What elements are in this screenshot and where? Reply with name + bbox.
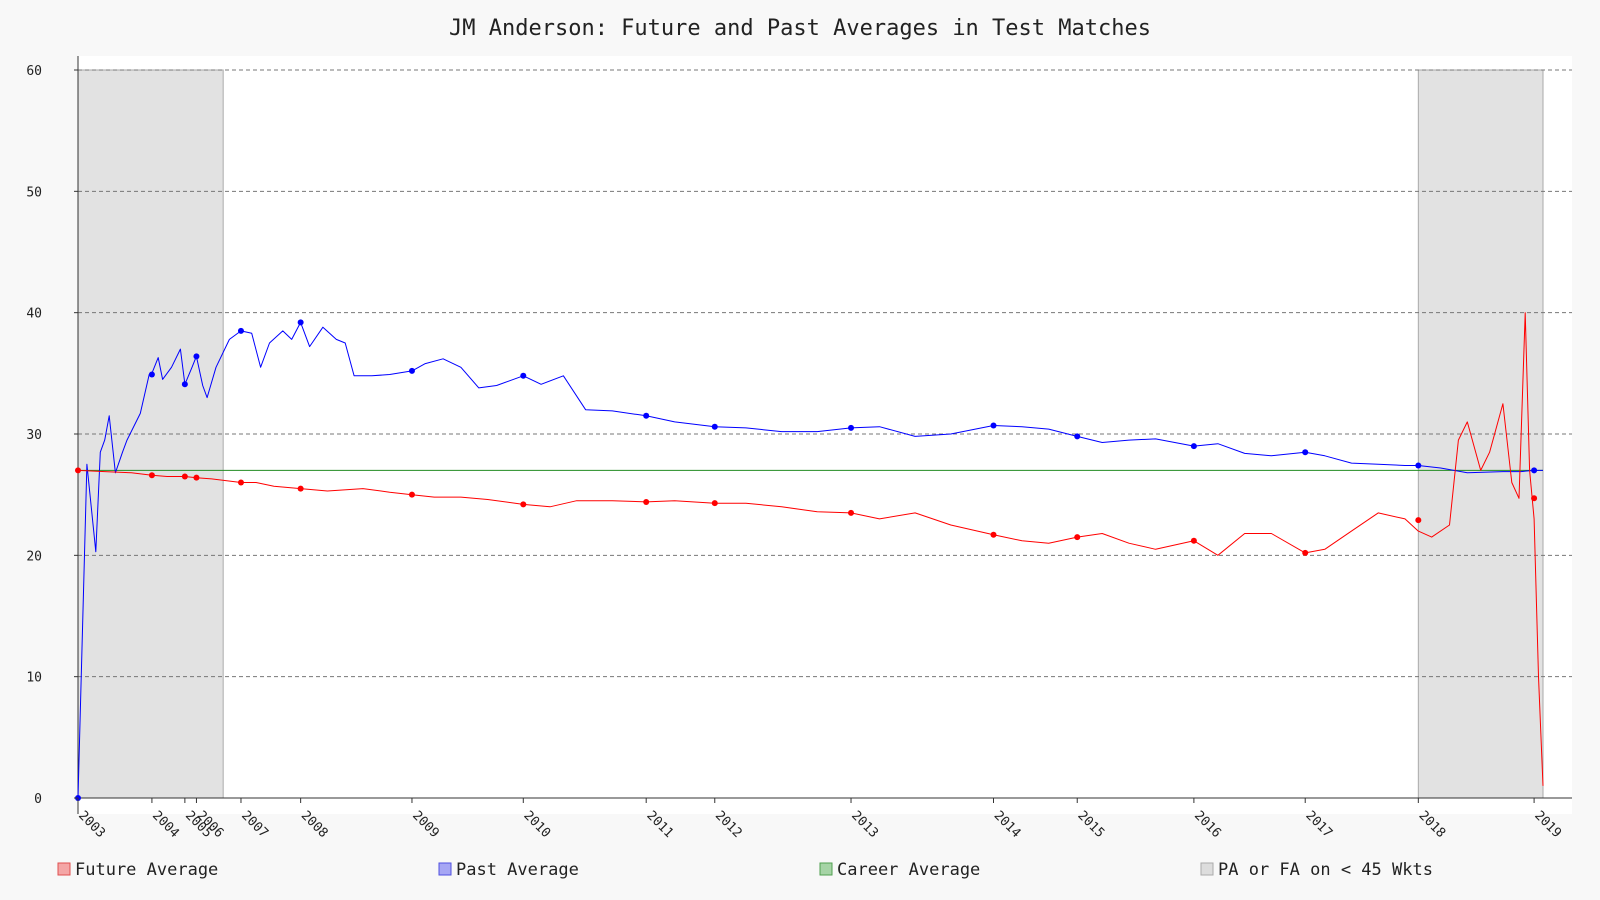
- axes: [77, 56, 1572, 814]
- y-tick-label-40: 40: [26, 307, 42, 322]
- marker-past-average-8: [520, 372, 527, 379]
- legend-swatch-future-average: [57, 862, 71, 876]
- marker-future-average-1: [75, 467, 81, 474]
- marker-future-average-4: [193, 474, 200, 481]
- marker-past-average-7: [408, 367, 415, 374]
- legend: Future Average Past Average Career Average…: [57, 860, 1433, 880]
- marker-past-average-5: [237, 327, 244, 334]
- legend-swatch-pa-or-fa-on-45-wkts: [1200, 862, 1214, 876]
- chart-title: JM Anderson: Future and Past Averages in…: [449, 16, 1151, 41]
- marker-future-average-13: [1074, 534, 1081, 541]
- marker-future-average-6: [297, 485, 304, 492]
- marker-future-average-14: [1190, 537, 1197, 544]
- marker-future-average-9: [643, 498, 650, 505]
- marker-future-average-16: [1415, 517, 1422, 524]
- marker-past-average-16: [1415, 462, 1422, 469]
- marker-past-average-4: [193, 353, 200, 360]
- marker-future-average-5: [237, 479, 244, 486]
- y-tick-label-0: 0: [34, 792, 42, 807]
- series-line-future-average: [77, 312, 1544, 786]
- marker-past-average-11: [848, 424, 855, 431]
- legend-label-past-average: Past Average: [456, 860, 579, 880]
- marker-future-average-7: [408, 491, 415, 498]
- y-tick-labels: 0 10 20 30 40 50 60: [26, 64, 78, 807]
- marker-past-average-3: [181, 381, 188, 388]
- marker-past-average-9: [643, 412, 650, 419]
- legend-label-future-average: Future Average: [75, 860, 218, 880]
- marker-past-average-13: [1074, 433, 1081, 440]
- y-tick-label-30: 30: [26, 428, 42, 443]
- marker-past-average-15: [1302, 449, 1309, 456]
- legend-label-pa-or-fa-on-45-wkts: PA or FA on < 45 Wkts: [1218, 860, 1433, 880]
- marker-future-average-12: [990, 531, 997, 538]
- y-tick-label-50: 50: [26, 185, 42, 200]
- legend-label-career-average: Career Average: [837, 860, 980, 880]
- marker-past-average-17: [1531, 467, 1538, 474]
- plot-area: [78, 56, 1572, 814]
- y-tick-label-20: 20: [26, 549, 42, 564]
- marker-past-average-10: [711, 423, 718, 430]
- marker-future-average-10: [711, 500, 718, 507]
- legend-swatch-career-average: [819, 862, 833, 876]
- marker-past-average-2: [148, 371, 155, 378]
- marker-past-average-6: [297, 319, 304, 326]
- marker-future-average-17: [1531, 495, 1538, 502]
- series-lines: [77, 312, 1544, 799]
- marker-future-average-2: [148, 472, 155, 479]
- y-tick-label-10: 10: [26, 671, 42, 686]
- marker-future-average-8: [520, 501, 527, 508]
- series-line-past-average: [77, 321, 1543, 799]
- marker-past-average-12: [990, 422, 997, 429]
- marker-past-average-14: [1190, 443, 1197, 450]
- series-markers: [75, 319, 1538, 801]
- y-tick-label-60: 60: [26, 64, 42, 79]
- marker-future-average-3: [181, 473, 188, 480]
- marker-future-average-15: [1302, 549, 1309, 556]
- marker-future-average-11: [848, 509, 855, 516]
- legend-swatch-past-average: [438, 862, 452, 876]
- grid-lines: [78, 69, 1572, 678]
